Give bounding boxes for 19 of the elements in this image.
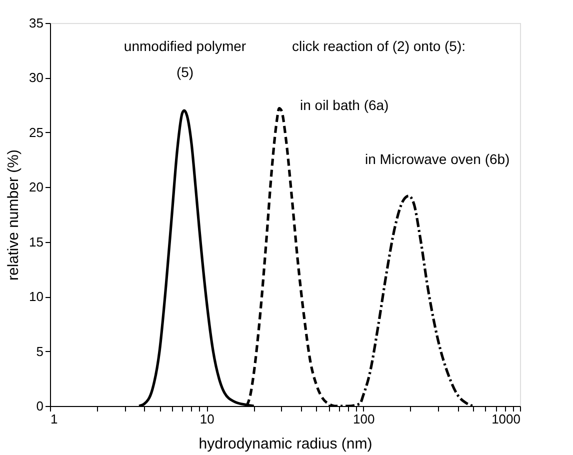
x-tick-label: 1000 xyxy=(492,412,520,426)
y-tick-label: 10 xyxy=(29,289,44,304)
y-tick-label: 30 xyxy=(29,70,44,86)
y-tick-label: 20 xyxy=(29,180,44,195)
annotation: (5) xyxy=(176,64,194,80)
annotation: in Microwave oven (6b) xyxy=(365,151,510,167)
y-tick-label: 25 xyxy=(29,124,44,140)
y-tick-label: 35 xyxy=(29,16,44,30)
y-tick-label: 15 xyxy=(29,234,44,250)
y-tick-label: 0 xyxy=(36,398,44,414)
y-tick-label: 5 xyxy=(36,344,44,359)
y-axis-title: relative number (%) xyxy=(5,150,22,280)
x-axis-title: hydrodynamic radius (nm) xyxy=(198,436,372,452)
x-tick-label: 10 xyxy=(200,412,214,426)
annotation: in oil bath (6a) xyxy=(300,97,389,113)
annotation: unmodified polymer xyxy=(124,38,246,54)
x-tick-label: 100 xyxy=(352,412,375,426)
annotation: click reaction of (2) onto (5): xyxy=(292,38,466,54)
x-tick-label: 1 xyxy=(50,412,58,426)
